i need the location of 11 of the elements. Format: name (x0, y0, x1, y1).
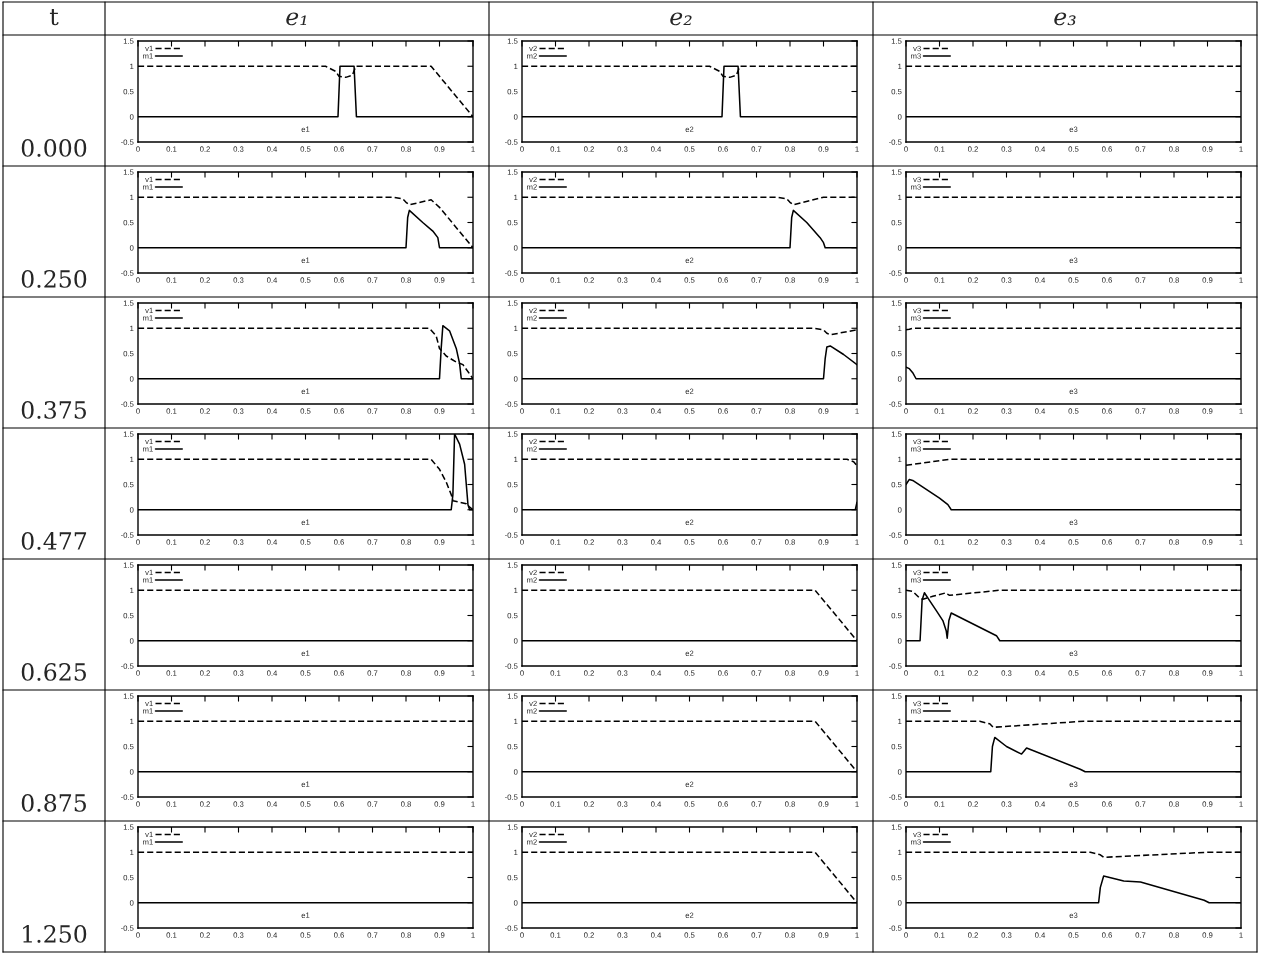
text: 0.000 (21, 138, 87, 157)
text: 1.250 (23, 924, 87, 943)
text: 0.875 (21, 793, 86, 812)
chart-title: e₃ (1054, 12, 1076, 26)
text: 0.250 (21, 269, 87, 288)
text: 0.625 (21, 662, 86, 681)
text: t (49, 8, 59, 26)
text: 0.477 (21, 531, 87, 550)
text: 0.375 (21, 400, 86, 419)
chart-title: e₁ (286, 12, 307, 26)
chart-title: e₂ (670, 12, 692, 26)
